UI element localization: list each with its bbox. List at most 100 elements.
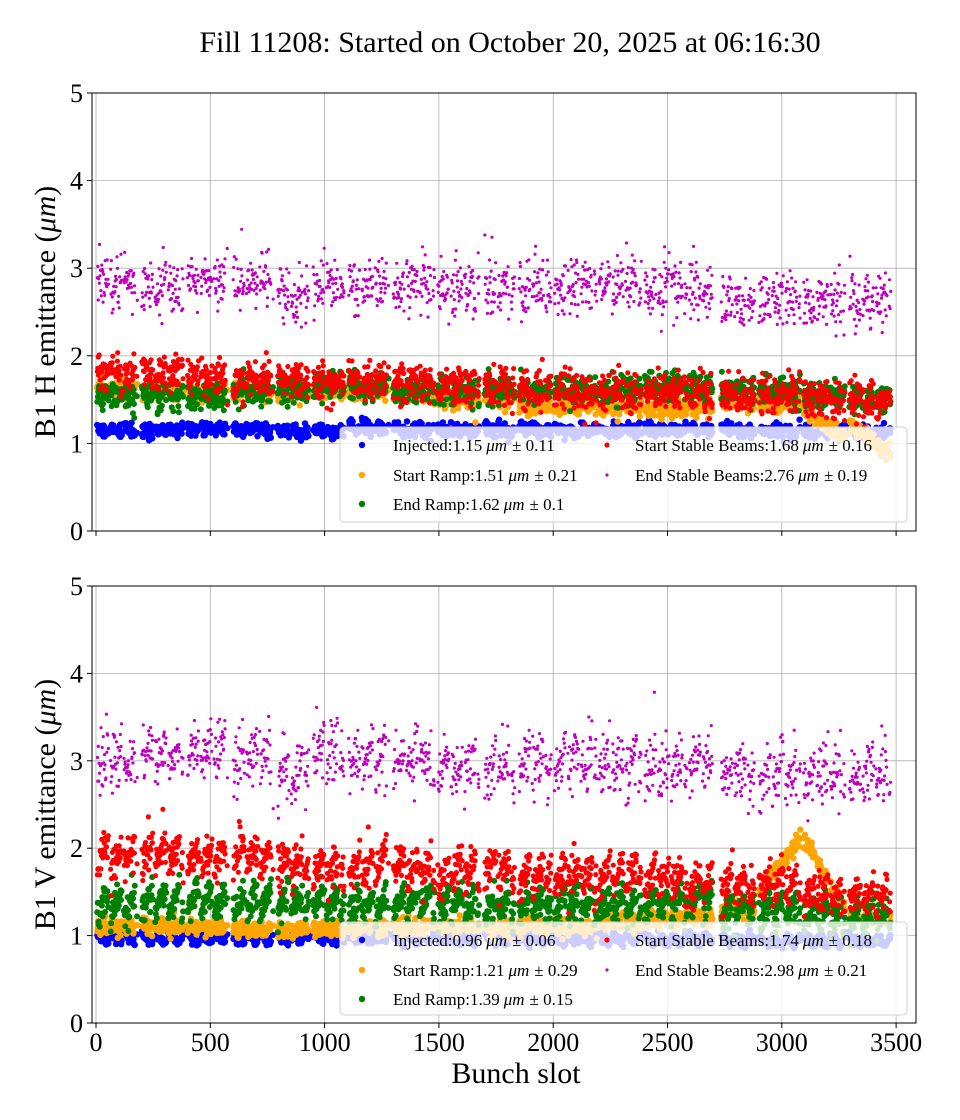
- data-point: [110, 353, 116, 359]
- data-point: [472, 419, 479, 426]
- data-point: [296, 402, 304, 409]
- data-point: [288, 393, 294, 399]
- data-point: [571, 405, 577, 411]
- data-point: [368, 378, 374, 384]
- data-point: [266, 358, 272, 364]
- data-point: [614, 418, 621, 425]
- data-point: [201, 392, 207, 398]
- data-point: [627, 375, 634, 382]
- data-point: [413, 395, 419, 401]
- data-point: [206, 396, 212, 402]
- data-point: [156, 387, 162, 393]
- data-point: [160, 370, 166, 376]
- data-point: [431, 381, 437, 387]
- data-point: [512, 388, 518, 394]
- data-point: [459, 377, 465, 383]
- data-point: [390, 395, 396, 401]
- data-point: [247, 391, 254, 398]
- data-point: [370, 383, 376, 389]
- data-point: [736, 421, 743, 428]
- data-point: [144, 404, 151, 411]
- data-point: [395, 395, 401, 401]
- data-point: [437, 371, 443, 377]
- data-point: [194, 364, 200, 370]
- data-point: [636, 413, 643, 420]
- data-point: [334, 432, 341, 440]
- data-point: [400, 366, 406, 372]
- data-point: [132, 364, 138, 371]
- data-point: [306, 382, 312, 388]
- data-point: [304, 424, 311, 431]
- data-point: [311, 370, 317, 376]
- data-point: [559, 401, 565, 407]
- data-point: [297, 393, 303, 399]
- data-point: [284, 422, 291, 429]
- data-point: [468, 404, 474, 410]
- data-point: [341, 383, 347, 390]
- data-point: [516, 409, 523, 416]
- data-point: [320, 369, 326, 375]
- data-point: [796, 416, 803, 423]
- data-point: [367, 357, 373, 363]
- data-point: [298, 362, 304, 368]
- data-point: [193, 372, 199, 378]
- data-point: [427, 367, 433, 373]
- data-point: [444, 366, 450, 372]
- data-point: [286, 380, 292, 386]
- data-point: [349, 358, 355, 364]
- data-point: [220, 370, 226, 376]
- data-point: [536, 368, 543, 374]
- data-point: [174, 434, 181, 442]
- data-point: [445, 381, 451, 387]
- data-point: [373, 368, 379, 374]
- data-point: [319, 394, 325, 400]
- data-point: [501, 402, 508, 408]
- data-point: [439, 396, 445, 402]
- data-point: [548, 381, 554, 387]
- data-point: [131, 351, 137, 357]
- data-point: [216, 362, 222, 368]
- data-point: [560, 382, 566, 388]
- data-point: [403, 418, 411, 425]
- data-point: [179, 356, 185, 363]
- data-point: [349, 395, 356, 402]
- data-point: [158, 402, 165, 409]
- data-point: [109, 360, 115, 366]
- data-point: [399, 361, 405, 367]
- data-point: [162, 380, 168, 386]
- data-point: [121, 388, 127, 394]
- data-point: [381, 360, 387, 366]
- data-point: [538, 381, 544, 387]
- data-point: [201, 432, 208, 439]
- data-point: [170, 373, 176, 379]
- data-point: [118, 372, 124, 378]
- data-point: [305, 368, 311, 374]
- data-point: [509, 410, 515, 417]
- data-point: [161, 354, 167, 360]
- data-point: [440, 401, 447, 408]
- data-point: [561, 406, 567, 412]
- data-point: [574, 372, 580, 379]
- data-point: [636, 419, 643, 426]
- data-point: [566, 373, 572, 379]
- data-point: [141, 382, 148, 388]
- data-point: [150, 367, 156, 373]
- data-point: [189, 392, 195, 398]
- data-point: [127, 384, 133, 391]
- data-point: [728, 420, 735, 427]
- data-point: [452, 401, 458, 407]
- data-point: [502, 371, 509, 377]
- data-point: [553, 402, 559, 408]
- data-point: [115, 350, 121, 356]
- data-point: [258, 403, 265, 410]
- data-point: [268, 373, 274, 379]
- data-point: [475, 382, 482, 388]
- data-point: [503, 365, 509, 371]
- data-point: [217, 354, 223, 361]
- data-point: [511, 381, 517, 387]
- data-point: [420, 393, 426, 399]
- data-point: [372, 389, 378, 396]
- data-point: [220, 407, 227, 414]
- data-point: [298, 372, 304, 378]
